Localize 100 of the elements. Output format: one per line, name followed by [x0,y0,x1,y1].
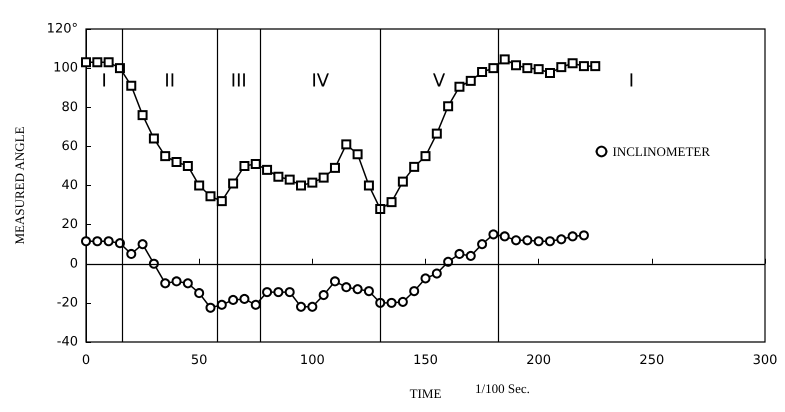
point [194,288,204,298]
point [172,276,182,286]
point [364,180,374,190]
y-tick-label: 120° [46,22,78,36]
point [420,273,430,284]
y-tick-label: 40 [61,178,78,193]
point [92,236,102,246]
point [454,248,464,259]
point [284,287,295,298]
x-tick-label: 200 [526,353,552,368]
point [477,239,488,250]
point [273,287,284,298]
x-tick-label: 100 [300,353,325,368]
point [341,139,352,150]
point [92,57,102,68]
point [568,58,578,68]
point [500,54,510,64]
annotation: III [230,70,247,92]
point [352,149,363,160]
point [454,82,464,92]
point [228,294,238,305]
point [578,61,589,72]
point [443,101,454,112]
point [488,63,498,74]
point [239,160,250,171]
y-tick-label: 0 [70,256,78,272]
point [556,62,566,72]
point [432,128,442,139]
point [182,278,193,288]
point [556,234,566,244]
point [544,68,555,78]
point [488,229,498,240]
x-tick-label: 0 [82,353,90,368]
point [250,158,261,169]
x-tick-label: 150 [413,353,438,368]
y-tick-label: -40 [56,334,78,350]
point [160,278,170,288]
point [148,134,159,144]
point [138,110,148,120]
point [466,76,476,86]
point [81,236,91,246]
point [172,157,182,168]
x-tick-label: 300 [752,353,778,368]
annotation: V [432,70,446,92]
point [330,276,340,286]
point [409,162,420,172]
point [194,180,204,190]
point [477,67,488,78]
point [409,286,420,296]
point [330,162,340,173]
point [534,236,544,246]
point [216,196,227,206]
annotation: I [101,70,107,92]
point [104,236,114,246]
x-tick-label: 50 [190,353,208,368]
point [104,57,114,68]
point [578,230,589,240]
annotation: I [628,70,634,92]
point [126,80,136,91]
text: 1/100 Sec. [475,381,530,396]
point [466,250,476,261]
y-tick-label: 100 [53,60,78,76]
point [138,239,148,250]
point [386,197,397,208]
point [398,176,408,187]
point [318,290,329,300]
point [182,160,193,171]
point [522,235,532,246]
point [522,63,532,74]
point [296,302,306,312]
point [352,284,363,294]
point [386,298,397,308]
point [590,61,600,72]
point [262,164,272,175]
point [205,302,216,313]
point [420,151,430,162]
x-axis-title: TIME [410,386,442,401]
point [364,286,374,296]
point [126,248,136,259]
point [239,294,250,304]
point [262,287,272,298]
y-tick-label: 20 [61,217,78,232]
point [250,300,261,310]
point [534,64,544,74]
point [307,302,318,312]
point [500,231,510,242]
point [284,174,295,185]
point [307,178,318,188]
y-axis-title: MEASURED ANGLE [12,126,27,245]
point [341,282,352,292]
point [511,235,522,246]
point [216,300,227,310]
y-tick-label: 80 [61,100,78,115]
annotation: IV [311,70,330,92]
point [296,180,306,190]
y-tick-label: 60 [61,138,78,154]
point [273,172,284,182]
point [318,172,329,183]
point [544,236,555,246]
annotation: II [164,70,176,92]
